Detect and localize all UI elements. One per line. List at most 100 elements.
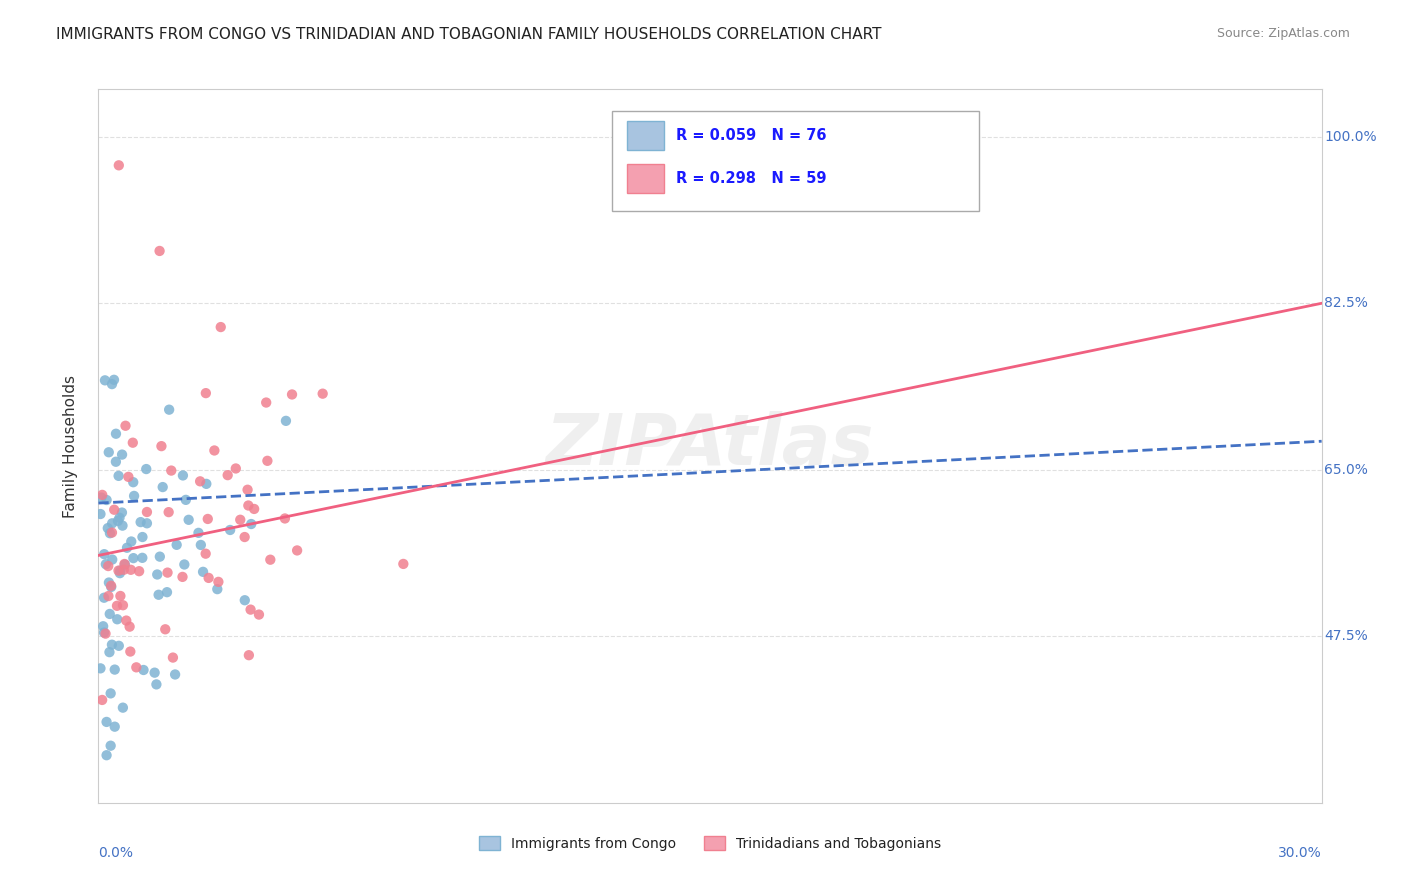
Point [108,566,131,581]
Point [131,530,153,544]
Point [96,748,118,763]
Point [392,557,415,571]
Point [202,443,225,458]
Point [149,244,172,258]
Point [114,558,136,572]
Point [148,588,170,602]
Point [89,661,111,675]
Point [122,489,145,503]
Point [91,619,114,633]
Point [94,373,117,387]
Point [89,507,111,521]
Point [188,475,211,489]
Point [145,677,167,691]
Point [187,525,209,540]
Point [97,521,120,535]
Point [149,549,172,564]
Text: ZIPAtlas: ZIPAtlas [546,411,875,481]
FancyBboxPatch shape [627,164,664,193]
Point [152,480,174,494]
Point [285,543,308,558]
Point [162,650,184,665]
Point [98,607,121,621]
Point [156,566,179,580]
Point [108,639,131,653]
Point [240,516,263,531]
Point [91,693,114,707]
Text: R = 0.059   N = 76: R = 0.059 N = 76 [676,128,827,143]
Point [172,468,194,483]
Point [101,377,124,392]
Text: 65.0%: 65.0% [1324,463,1368,477]
Point [98,645,121,659]
Point [93,591,115,605]
Point [108,510,131,524]
Point [217,468,239,483]
Point [105,612,128,626]
Point [136,516,159,531]
Point [103,373,125,387]
Point [101,525,124,540]
Point [256,454,278,468]
Point [194,386,217,401]
Point [195,476,218,491]
Point [128,564,150,578]
Point [100,579,122,593]
Point [233,593,256,607]
Point [121,435,143,450]
Point [166,538,188,552]
Point [160,464,183,478]
Text: Source: ZipAtlas.com: Source: ZipAtlas.com [1216,27,1350,40]
Point [114,418,136,433]
Point [143,665,166,680]
Point [146,567,169,582]
Point [104,720,127,734]
Point [105,599,128,613]
Point [281,387,304,401]
Point [209,320,232,334]
Point [111,506,134,520]
Point [132,663,155,677]
Point [104,455,127,469]
Text: 100.0%: 100.0% [1324,129,1376,144]
Point [173,558,195,572]
Point [118,620,141,634]
Point [120,563,142,577]
Y-axis label: Family Households: Family Households [63,375,77,517]
Point [219,523,242,537]
Point [101,552,124,566]
Point [197,571,219,585]
Point [94,626,117,640]
Point [93,547,115,561]
Point [110,589,132,603]
Text: 0.0%: 0.0% [98,846,134,860]
Point [157,505,180,519]
Point [155,622,177,636]
Point [111,700,134,714]
Point [107,514,129,528]
Legend: Immigrants from Congo, Trinidadians and Tobagonians: Immigrants from Congo, Trinidadians and … [474,830,946,856]
Point [131,550,153,565]
Point [274,414,297,428]
Point [93,625,115,640]
Point [190,538,212,552]
Point [122,551,145,566]
Point [115,541,138,555]
Text: R = 0.298   N = 59: R = 0.298 N = 59 [676,171,827,186]
Point [197,512,219,526]
Point [100,580,122,594]
Point [97,559,120,574]
Point [312,386,335,401]
Text: 82.5%: 82.5% [1324,296,1368,310]
Point [207,582,229,596]
Point [172,570,194,584]
Text: 30.0%: 30.0% [1278,846,1322,860]
Point [239,602,262,616]
Point [233,530,256,544]
Point [107,564,129,578]
Point [107,468,129,483]
Point [101,638,124,652]
Point [98,526,121,541]
Point [103,502,125,516]
Point [96,714,118,729]
